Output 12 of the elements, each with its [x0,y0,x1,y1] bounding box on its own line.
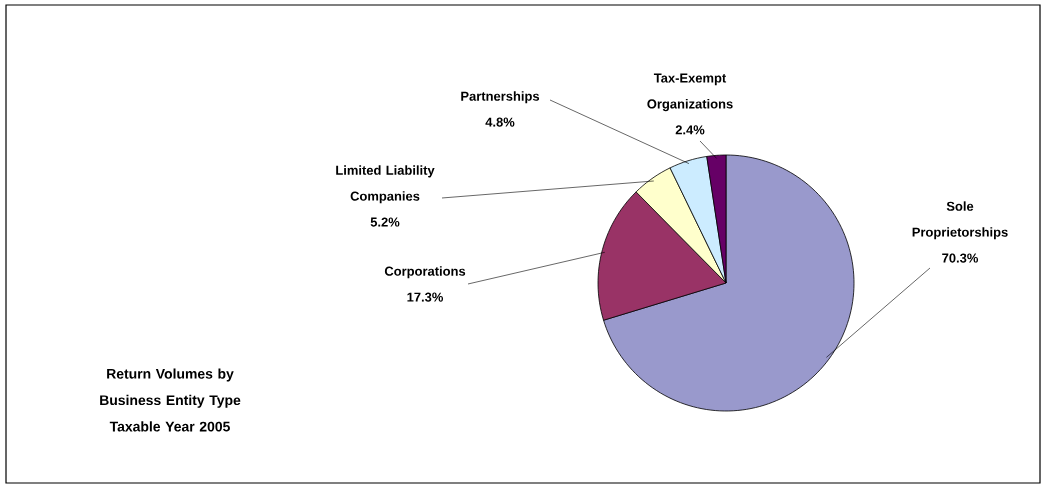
category-label: Sole Proprietorships [912,201,1008,240]
data-label: 70.3% [942,253,979,263]
data-label: 2.4% [675,125,705,135]
data-label: 17.3% [407,292,444,302]
data-label: 4.8% [485,117,515,127]
text: Return Volumes by Business Entity Type [100,368,241,408]
data-label: 5.2% [370,217,400,227]
slice-label: Partnerships [461,91,540,104]
text: Taxable Year 2005 [109,421,230,432]
slice-label: Tax-Exempt Organizations [647,73,733,112]
slice-label: Corporations [384,266,466,279]
slice-label: Limited Liability Companies [336,165,435,204]
